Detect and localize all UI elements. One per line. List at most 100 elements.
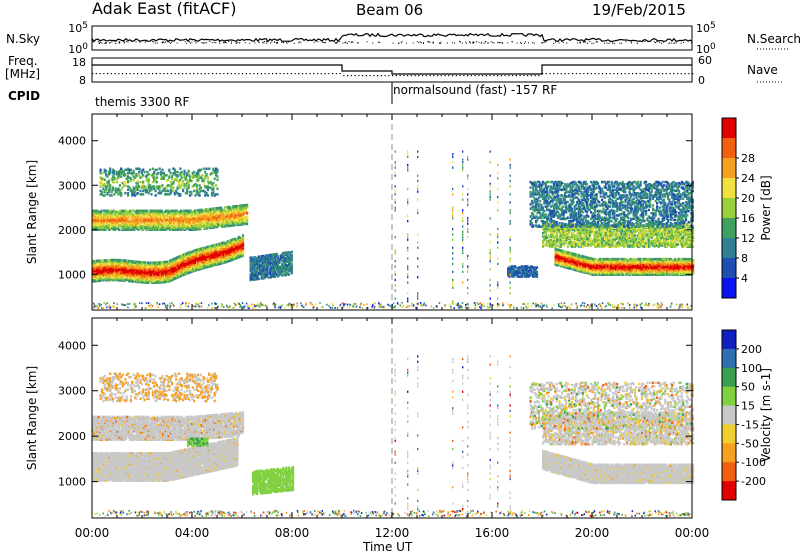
- noise-search-dot: [223, 42, 225, 44]
- noise-search-dot: [223, 42, 225, 44]
- nave-dot: [185, 73, 187, 75]
- data-cell: [100, 171, 104, 175]
- nave-dot: [92, 73, 94, 75]
- data-cell: [207, 263, 210, 266]
- data-cell: [126, 259, 129, 263]
- noise-search-dot: [176, 42, 178, 44]
- data-cell: [131, 280, 135, 283]
- data-cell: [171, 272, 174, 276]
- nave-dot: [500, 75, 502, 77]
- noise-search-dot: [659, 41, 661, 43]
- data-cell: [214, 251, 217, 254]
- data-cell: [187, 186, 190, 189]
- noise-search-dot: [596, 41, 598, 43]
- nave-dot: [429, 75, 431, 77]
- data-cell: [232, 238, 235, 241]
- data-cell: [130, 280, 133, 283]
- data-cell: [127, 259, 130, 263]
- data-cell: [96, 215, 99, 218]
- data-cell: [169, 270, 172, 274]
- noise-search-dot: [498, 41, 500, 43]
- data-cell: [183, 169, 186, 173]
- noise-sky-trace: [91, 32, 693, 43]
- data-cell: [170, 258, 173, 262]
- nave-dot: [553, 73, 555, 75]
- data-cell: [111, 215, 114, 218]
- data-cell: [101, 275, 104, 279]
- nave-dot: [125, 73, 127, 75]
- data-cell: [134, 271, 137, 275]
- noise-search-dot: [125, 41, 127, 43]
- noise-right-tick-bottom: 100: [696, 42, 716, 56]
- data-cell: [110, 194, 113, 197]
- data-cell: [118, 228, 121, 231]
- data-cell: [240, 245, 243, 249]
- data-cell: [228, 241, 231, 245]
- data-cell: [230, 238, 234, 242]
- noise-search-dot: [671, 42, 673, 44]
- data-cell: [107, 209, 110, 213]
- data-cell: [103, 178, 106, 182]
- nave-dot: [440, 75, 442, 77]
- data-cell: [120, 167, 123, 170]
- noise-search-dot: [566, 42, 568, 44]
- data-cell: [96, 274, 99, 277]
- data-cell: [171, 258, 174, 261]
- nave-dot: [245, 73, 247, 75]
- data-cell: [109, 215, 113, 218]
- data-cell: [190, 179, 193, 183]
- data-cell: [226, 240, 229, 243]
- data-cell: [195, 258, 198, 262]
- noise-search-dot: [420, 42, 422, 44]
- data-cell: [163, 260, 166, 264]
- data-cell: [212, 190, 215, 194]
- data-cell: [147, 263, 150, 267]
- data-cell: [181, 261, 184, 265]
- nave-dot: [380, 75, 382, 77]
- data-cell: [114, 273, 117, 276]
- noise-search-dot: [348, 41, 350, 43]
- data-cell: [189, 257, 192, 260]
- data-cell: [147, 173, 150, 176]
- data-cell: [196, 254, 199, 257]
- nave-dot: [579, 73, 581, 75]
- data-cell: [142, 168, 145, 172]
- data-cell: [207, 259, 210, 263]
- noise-search-dot: [544, 41, 546, 43]
- data-cell: [180, 209, 183, 213]
- data-cell: [225, 257, 228, 260]
- noise-search-dot: [465, 41, 467, 43]
- data-cell: [218, 242, 221, 246]
- noise-search-dot: [156, 42, 158, 44]
- data-cell: [193, 266, 196, 269]
- nave-dot: [167, 73, 169, 75]
- noise-search-dot: [271, 41, 273, 43]
- data-cell: [127, 273, 130, 276]
- data-cell: [195, 184, 198, 187]
- nave-dot: [605, 73, 607, 75]
- data-cell: [123, 262, 126, 266]
- data-cell: [96, 224, 99, 227]
- data-cell: [137, 226, 140, 229]
- nave-dot: [257, 73, 259, 75]
- data-cell: [182, 260, 185, 263]
- data-cell: [197, 252, 201, 255]
- data-cell: [175, 177, 178, 180]
- data-cell: [114, 228, 117, 231]
- noise-search-dot: [109, 41, 111, 43]
- data-cell: [147, 177, 150, 180]
- data-cell: [141, 271, 144, 274]
- data-cell: [93, 260, 96, 263]
- data-cell: [151, 263, 154, 267]
- data-cell: [192, 255, 195, 258]
- data-cell: [105, 225, 108, 228]
- data-cell: [157, 171, 160, 175]
- noise-search-dot: [593, 42, 595, 44]
- noise-search-dot: [115, 42, 117, 44]
- data-cell: [221, 247, 224, 250]
- data-cell: [236, 242, 239, 245]
- data-cell: [93, 272, 96, 275]
- data-cell: [160, 263, 163, 266]
- data-cell: [197, 248, 201, 251]
- data-cell: [178, 269, 181, 273]
